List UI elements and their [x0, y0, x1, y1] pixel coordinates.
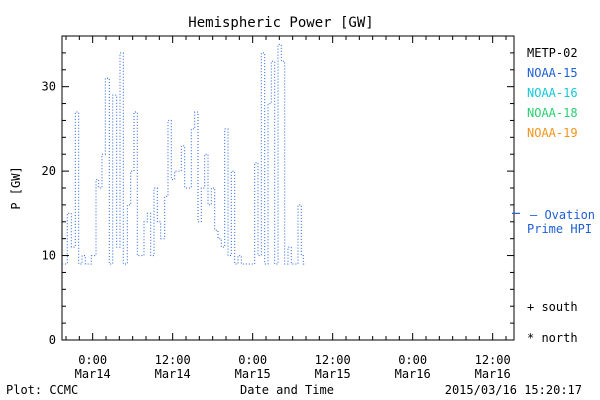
- chart-title: Hemispheric Power [GW]: [188, 15, 373, 31]
- y-axis-label: P [GW]: [9, 166, 23, 209]
- plot-area-frame: [61, 35, 515, 341]
- x-tick-label-time: 0:00: [78, 353, 107, 367]
- legend-item: NOAA-15: [527, 66, 578, 80]
- x-tick-label-date: Mar14: [155, 367, 191, 381]
- x-axis-ticks: 0:00Mar1412:00Mar140:00Mar1512:00Mar150:…: [65, 36, 511, 381]
- x-tick-label-date: Mar14: [75, 367, 111, 381]
- south-marker-label: + south: [527, 300, 578, 314]
- x-tick-label-time: 0:00: [398, 353, 427, 367]
- y-tick-label: 30: [42, 80, 56, 94]
- x-tick-label-date: Mar16: [395, 367, 431, 381]
- x-axis-label: Date and Time: [240, 383, 334, 397]
- y-tick-label: 0: [49, 333, 56, 347]
- x-tick-label-time: 0:00: [238, 353, 267, 367]
- x-tick-label-date: Mar15: [315, 367, 351, 381]
- x-tick-label-time: 12:00: [315, 353, 351, 367]
- legend-item: NOAA-18: [527, 106, 578, 120]
- x-tick-label-date: Mar15: [235, 367, 271, 381]
- legend-item: NOAA-19: [527, 126, 578, 140]
- legend-item: METP-02: [527, 46, 578, 60]
- legend-item: NOAA-16: [527, 86, 578, 100]
- y-axis-ticks: 0 10 20 30: [42, 35, 514, 347]
- footer-timestamp: 2015/03/16 15:20:17: [445, 383, 582, 397]
- footer-source: Plot: CCMC: [6, 383, 78, 397]
- north-marker-label: * north: [527, 331, 578, 345]
- ovation-label-line1: — Ovation: [530, 208, 595, 222]
- legend: METP-02 NOAA-15 NOAA-16 NOAA-18 NOAA-19: [527, 46, 578, 140]
- series-layer: [62, 43, 520, 265]
- series-line-noaa15: [62, 43, 306, 265]
- x-tick-label-time: 12:00: [475, 353, 511, 367]
- x-tick-label-time: 12:00: [155, 353, 191, 367]
- ovation-label-line2: Prime HPI: [527, 222, 592, 236]
- y-tick-label: 10: [42, 249, 56, 263]
- y-tick-label: 20: [42, 164, 56, 178]
- x-tick-label-date: Mar16: [475, 367, 511, 381]
